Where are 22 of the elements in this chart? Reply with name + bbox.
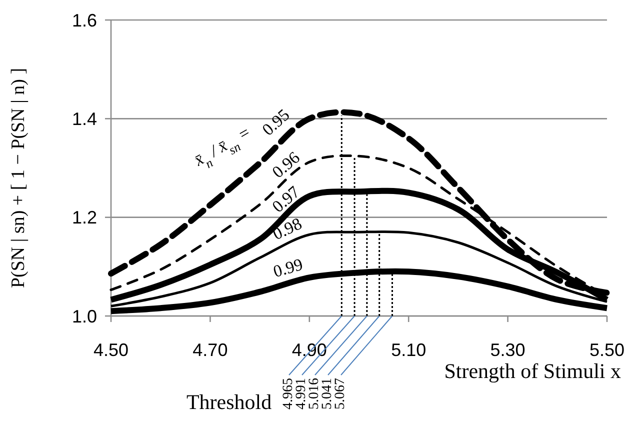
x-tick-label: 4.70 <box>192 340 228 360</box>
ref-line-label: 5.067 <box>333 378 348 410</box>
x-tick-label: 4.50 <box>93 340 129 360</box>
y-axis-title: P(SN | sn) + [ 1 − P(SN | n) ] <box>8 68 29 288</box>
x-tick-label: 5.50 <box>589 340 625 360</box>
text: 0.99 <box>271 254 305 282</box>
x-tick-label: 5.30 <box>490 340 526 360</box>
annotation: Threshold <box>186 390 272 414</box>
y-tick-label: 1.2 <box>72 208 97 228</box>
y-tick-label: 1.6 <box>72 10 97 30</box>
ref-line-label: 5.041 <box>320 378 335 410</box>
ref-line-label: 5.016 <box>307 378 322 410</box>
y-tick-label: 1.0 <box>72 306 97 326</box>
ref-line-label: 4.991 <box>294 378 309 410</box>
x-axis-title: Strength of Stimuli x <box>444 359 622 383</box>
text: 0.97 <box>268 182 304 216</box>
x-tick-label: 5.10 <box>391 340 426 360</box>
text: 0.96 <box>268 148 304 182</box>
y-tick-label: 1.4 <box>72 108 97 129</box>
text: 0.95 <box>258 105 294 140</box>
text: 0.98 <box>270 214 305 244</box>
ref-line-label: 4.965 <box>281 378 296 410</box>
